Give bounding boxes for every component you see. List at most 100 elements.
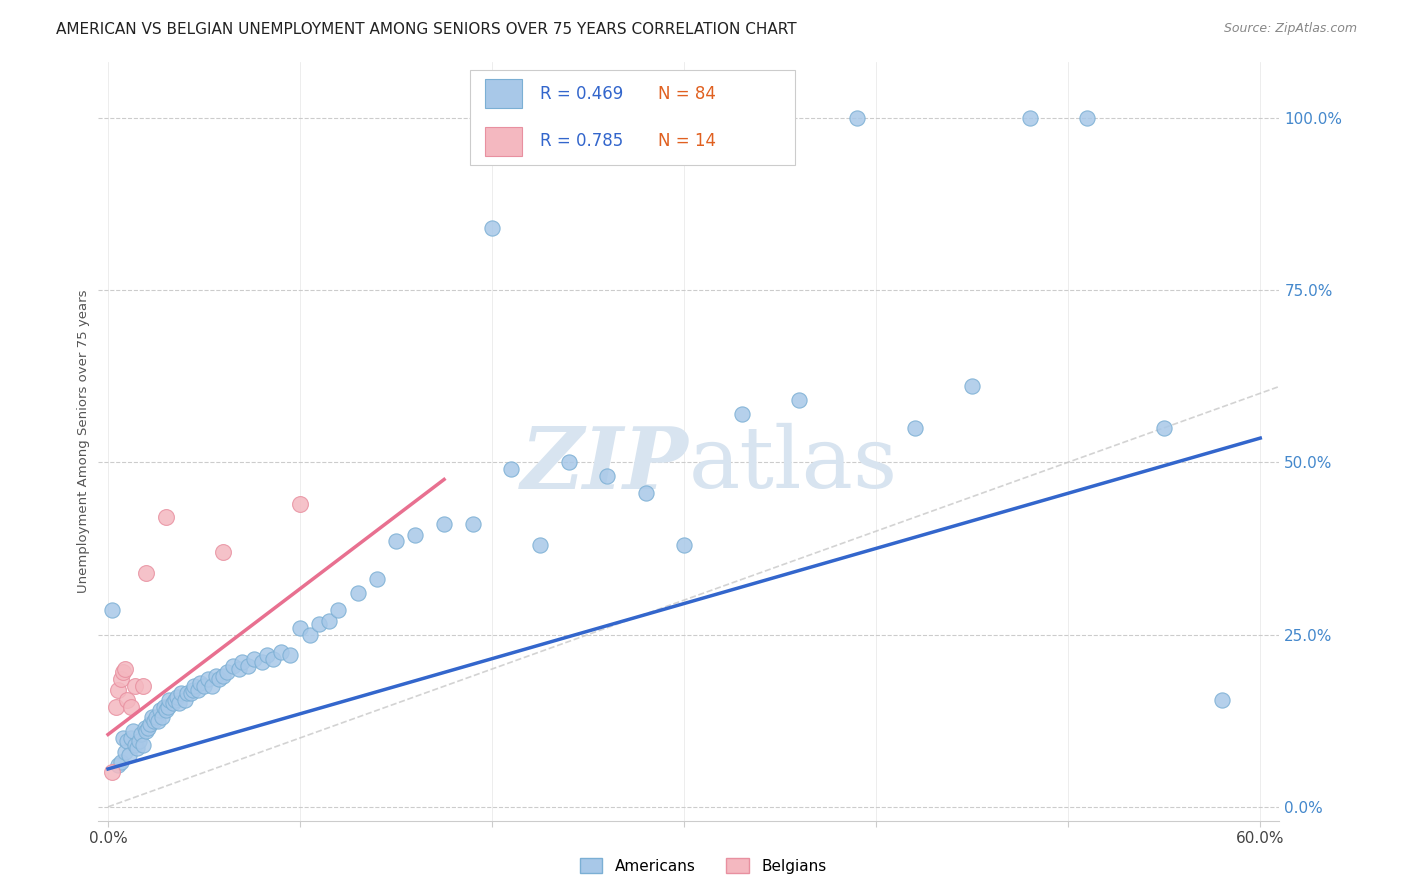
- Point: [131, 738, 153, 752]
- Point: [346, 586, 368, 600]
- Point: [288, 497, 311, 511]
- Point: [152, 699, 174, 714]
- Point: [217, 665, 239, 680]
- Point: [634, 486, 657, 500]
- Point: [101, 765, 124, 780]
- Point: [903, 421, 925, 435]
- Point: [129, 727, 152, 741]
- Point: [208, 673, 231, 687]
- Point: [308, 617, 330, 632]
- Point: [298, 627, 321, 641]
- Text: N = 14: N = 14: [658, 132, 716, 150]
- Point: [558, 455, 581, 469]
- Point: [167, 697, 190, 711]
- Point: [128, 734, 150, 748]
- Point: [270, 645, 292, 659]
- Text: Source: ZipAtlas.com: Source: ZipAtlas.com: [1223, 22, 1357, 36]
- Point: [596, 469, 619, 483]
- Point: [181, 682, 204, 697]
- Point: [187, 682, 209, 697]
- Point: [143, 714, 166, 728]
- Point: [176, 686, 198, 700]
- Point: [145, 710, 167, 724]
- Point: [114, 745, 136, 759]
- Point: [201, 679, 224, 693]
- Point: [197, 673, 219, 687]
- Point: [366, 573, 388, 587]
- Point: [170, 686, 193, 700]
- Point: [193, 679, 215, 693]
- Point: [481, 220, 503, 235]
- Text: ZIP: ZIP: [522, 423, 689, 506]
- Point: [173, 693, 195, 707]
- Point: [118, 748, 141, 763]
- Point: [104, 699, 127, 714]
- Point: [107, 682, 129, 697]
- Point: [1076, 111, 1098, 125]
- Y-axis label: Unemployment Among Seniors over 75 years: Unemployment Among Seniors over 75 years: [77, 290, 90, 593]
- Point: [131, 679, 153, 693]
- Point: [112, 731, 135, 745]
- FancyBboxPatch shape: [471, 70, 796, 165]
- Point: [960, 379, 983, 393]
- Point: [1211, 693, 1233, 707]
- Point: [115, 693, 138, 707]
- Point: [124, 679, 146, 693]
- Point: [433, 517, 456, 532]
- Point: [731, 407, 754, 421]
- Point: [146, 714, 169, 728]
- Point: [673, 538, 696, 552]
- Point: [110, 755, 132, 769]
- Point: [328, 603, 350, 617]
- Point: [250, 655, 273, 669]
- Point: [125, 741, 148, 756]
- Point: [124, 738, 146, 752]
- FancyBboxPatch shape: [485, 79, 523, 108]
- Point: [789, 393, 811, 408]
- Point: [155, 703, 177, 717]
- Point: [222, 658, 245, 673]
- Point: [120, 699, 142, 714]
- Point: [529, 538, 551, 552]
- Point: [188, 675, 211, 690]
- Point: [149, 703, 172, 717]
- Text: R = 0.785: R = 0.785: [540, 132, 623, 150]
- Point: [159, 693, 181, 707]
- Point: [138, 721, 160, 735]
- Point: [139, 717, 162, 731]
- Point: [110, 673, 132, 687]
- Point: [1153, 421, 1175, 435]
- Text: R = 0.469: R = 0.469: [540, 85, 623, 103]
- Point: [243, 651, 266, 665]
- Point: [107, 758, 129, 772]
- Point: [166, 690, 188, 704]
- Point: [134, 721, 156, 735]
- Point: [120, 731, 142, 745]
- Point: [238, 658, 260, 673]
- Point: [288, 621, 311, 635]
- Text: AMERICAN VS BELGIAN UNEMPLOYMENT AMONG SENIORS OVER 75 YEARS CORRELATION CHART: AMERICAN VS BELGIAN UNEMPLOYMENT AMONG S…: [56, 22, 797, 37]
- Point: [115, 734, 138, 748]
- Text: atlas: atlas: [689, 423, 898, 506]
- Point: [114, 662, 136, 676]
- Text: N = 84: N = 84: [658, 85, 716, 103]
- Point: [318, 614, 340, 628]
- Point: [204, 669, 226, 683]
- Point: [155, 510, 177, 524]
- Point: [183, 679, 205, 693]
- Point: [165, 693, 187, 707]
- Legend: Americans, Belgians: Americans, Belgians: [574, 852, 832, 880]
- Point: [156, 699, 179, 714]
- Point: [231, 655, 253, 669]
- Point: [262, 651, 284, 665]
- Point: [846, 111, 869, 125]
- Point: [180, 686, 202, 700]
- Point: [228, 662, 250, 676]
- Point: [141, 710, 163, 724]
- Point: [280, 648, 302, 663]
- Point: [135, 566, 157, 580]
- Point: [501, 462, 523, 476]
- FancyBboxPatch shape: [485, 127, 523, 155]
- Point: [112, 665, 135, 680]
- Point: [404, 527, 426, 541]
